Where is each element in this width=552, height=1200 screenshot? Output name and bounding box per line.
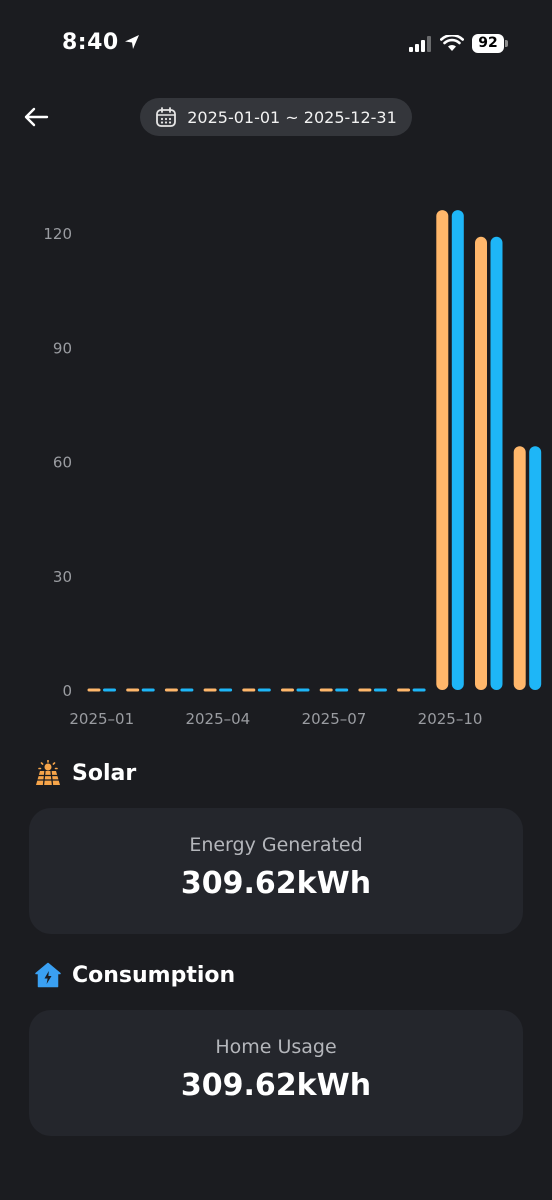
home-usage-card: Home Usage 309.62kWh <box>29 1010 523 1136</box>
bar-2025-05-series-0 <box>242 688 256 692</box>
y-tick-label: 0 <box>62 682 72 700</box>
bar-2025-09-series-1 <box>412 688 426 692</box>
bar-2025-08-series-0 <box>358 688 372 692</box>
bar-2025-05-series-1 <box>257 688 271 692</box>
bar-2025-06-series-0 <box>281 688 294 692</box>
x-tick-label: 2025–10 <box>418 710 483 728</box>
energy-generated-label: Energy Generated <box>189 834 363 856</box>
back-button[interactable] <box>20 103 52 131</box>
battery-icon: 92 <box>472 34 508 53</box>
y-tick-label: 30 <box>53 568 72 586</box>
bar-2025-07-series-0 <box>319 688 333 692</box>
home-icon <box>35 962 61 988</box>
bar-2025-07-series-1 <box>335 688 349 692</box>
date-range-picker[interactable]: 2025-01-01 ~ 2025-12-31 <box>140 98 412 136</box>
bar-2025-11-series-1 <box>490 236 503 690</box>
bar-2025-11-series-0 <box>475 236 487 690</box>
bar-2025-12-series-0 <box>513 446 526 690</box>
bar-2025-04-series-0 <box>203 688 217 692</box>
location-arrow-icon <box>124 35 139 49</box>
x-tick-label: 2025–07 <box>302 710 367 728</box>
bar-2025-06-series-1 <box>296 688 310 692</box>
solar-section-title: Solar <box>34 760 136 786</box>
bar-2025-03-series-0 <box>164 688 178 692</box>
bar-2025-02-series-0 <box>126 688 140 692</box>
energy-generated-value: 309.62kWh <box>180 866 372 901</box>
wifi-icon <box>440 35 464 51</box>
bar-2025-09-series-0 <box>397 688 411 692</box>
consumption-title: Consumption <box>72 962 236 988</box>
home-usage-value: 309.62kWh <box>180 1068 372 1103</box>
y-tick-label: 60 <box>53 454 72 472</box>
battery-tip <box>505 40 508 47</box>
bar-2025-08-series-1 <box>373 688 387 692</box>
bar-2025-03-series-1 <box>180 688 194 692</box>
status-time-text: 8:40 <box>62 30 119 55</box>
calendar-icon <box>156 107 177 127</box>
bar-2025-01-series-0 <box>87 688 101 692</box>
solar-panel-icon <box>36 760 60 786</box>
bar-2025-10-series-1 <box>451 210 464 690</box>
battery-level: 92 <box>472 34 504 53</box>
bar-2025-10-series-0 <box>436 210 449 690</box>
y-tick-label: 90 <box>53 339 72 357</box>
bar-2025-04-series-1 <box>219 688 233 692</box>
energy-generated-card: Energy Generated 309.62kWh <box>29 808 523 934</box>
consumption-section-title: Consumption <box>34 962 235 988</box>
bar-2025-01-series-1 <box>103 688 116 692</box>
status-indicators: 92 <box>408 34 508 53</box>
x-tick-label: 2025–04 <box>185 710 250 728</box>
status-time: 8:40 <box>62 30 141 55</box>
y-tick-label: 120 <box>43 225 72 243</box>
home-usage-label: Home Usage <box>215 1036 337 1058</box>
cellular-signal-icon <box>409 35 431 52</box>
energy-bar-chart: 0 30 60 90 120 2025–01 2025–04 2025–07 2025–10 <box>43 210 542 728</box>
x-tick-label: 2025–01 <box>69 710 134 728</box>
bar-2025-02-series-1 <box>141 688 155 692</box>
solar-title: Solar <box>72 760 137 786</box>
date-range-text: 2025-01-01 ~ 2025-12-31 <box>187 107 397 127</box>
bar-2025-12-series-1 <box>529 446 542 690</box>
arrow-left-icon <box>24 107 49 127</box>
